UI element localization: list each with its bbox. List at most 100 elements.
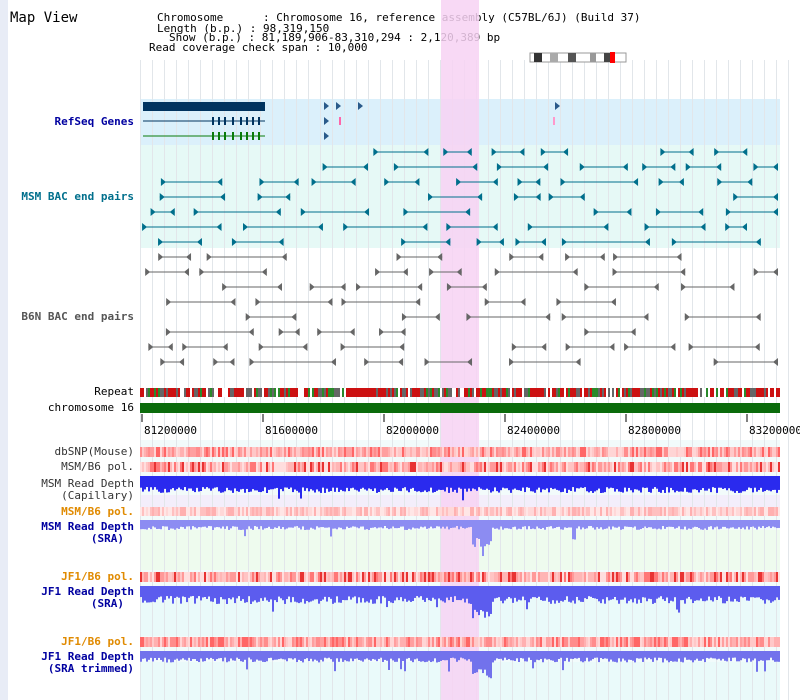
msm-bac-end	[311, 178, 317, 186]
msm-depth-sra-bar	[698, 520, 700, 529]
msm-depth-capillary-bar	[732, 476, 734, 492]
dbsnp-heat	[734, 447, 736, 457]
msm-b6-pol-heat	[440, 462, 442, 472]
jf1-depth-trimmed-bar	[676, 651, 678, 662]
track-label-msm-b6-pol-2[interactable]: MSM/B6 pol.	[61, 505, 134, 518]
msm-depth-capillary-bar	[340, 476, 342, 490]
dbsnp-heat	[184, 447, 186, 457]
jf1-b6-pol2-heat	[752, 637, 754, 647]
jf1-b6-pol-heat	[738, 572, 740, 582]
jf1-b6-pol2-heat	[688, 637, 690, 647]
msm-bac-end	[498, 238, 504, 246]
jf1-b6-pol-heat	[244, 572, 246, 582]
jf1-depth-trimmed-bar	[592, 651, 594, 660]
b6n-bac-end	[379, 328, 385, 336]
dbsnp-heat	[234, 447, 236, 457]
jf1-depth-sra-bar	[178, 586, 180, 598]
track-label-msm-rd-cap-1[interactable]: MSM Read Depth	[41, 477, 134, 490]
msm-bac-end	[373, 148, 379, 156]
jf1-depth-trimmed-bar	[742, 651, 744, 659]
msm-b6-pol2-heat	[322, 507, 324, 516]
msm-b6-pol-heat	[558, 462, 560, 472]
jf1-b6-pol2-heat	[152, 637, 154, 647]
msm-bac-end	[142, 223, 148, 231]
msm-b6-pol2-heat	[452, 507, 454, 516]
jf1-depth-sra-bar	[338, 586, 340, 603]
msm-depth-sra-bar	[290, 520, 292, 528]
track-label-msm-bac[interactable]: MSM BAC end pairs	[21, 190, 134, 203]
msm-depth-sra-bar	[528, 520, 530, 527]
jf1-depth-trimmed-bar	[296, 651, 298, 663]
jf1-depth-trimmed-bar	[294, 651, 296, 659]
msm-b6-pol2-heat	[676, 507, 678, 516]
jf1-depth-sra-bar	[150, 586, 152, 603]
jf1-depth-trimmed-bar	[734, 651, 736, 658]
msm-b6-pol-heat	[554, 462, 556, 472]
dbsnp-heat	[426, 447, 428, 457]
jf1-b6-pol2-heat	[648, 637, 650, 647]
repeat-segment	[450, 388, 452, 397]
track-label-jf1-rd-trim-1[interactable]: JF1 Read Depth	[41, 650, 134, 663]
dbsnp-heat	[770, 447, 772, 457]
msm-depth-capillary-bar	[198, 476, 200, 492]
jf1-depth-trimmed-bar	[548, 651, 550, 660]
msm-b6-pol-heat	[278, 462, 280, 472]
ideogram-band	[534, 53, 542, 62]
msm-b6-pol-heat	[456, 462, 458, 472]
dbsnp-heat	[566, 447, 568, 457]
msm-b6-pol-heat	[722, 462, 724, 472]
jf1-b6-pol2-heat	[472, 637, 474, 647]
msm-b6-pol2-heat	[216, 507, 218, 516]
jf1-depth-trimmed-bar	[524, 651, 526, 662]
jf1-depth-trimmed-bar	[170, 651, 172, 663]
msm-depth-capillary-bar	[650, 476, 652, 493]
repeat-segment	[338, 388, 340, 397]
jf1-b6-pol-heat	[304, 572, 306, 582]
jf1-depth-sra-bar	[540, 586, 542, 601]
repeat-segment	[576, 388, 578, 397]
msm-b6-pol-heat	[328, 462, 330, 472]
b6n-bac-end	[670, 343, 676, 351]
jf1-depth-trimmed-bar	[166, 651, 168, 663]
track-label-refseq[interactable]: RefSeq Genes	[54, 115, 134, 128]
jf1-depth-trimmed-bar	[384, 651, 386, 660]
msm-depth-capillary-bar	[730, 476, 732, 491]
msm-b6-pol-heat	[776, 462, 778, 472]
track-label-msm-rd-sra-1[interactable]: MSM Read Depth	[41, 520, 134, 533]
track-label-jf1-rd-sra-1[interactable]: JF1 Read Depth	[41, 585, 134, 598]
dbsnp-heat	[266, 447, 268, 457]
msm-b6-pol2-heat	[540, 507, 542, 516]
msm-depth-capillary-bar	[524, 476, 526, 493]
msm-b6-pol2-heat	[618, 507, 620, 516]
msm-b6-pol-heat	[382, 462, 384, 472]
msm-depth-capillary-bar	[490, 476, 492, 493]
msm-depth-sra-bar	[478, 520, 480, 539]
dbsnp-heat	[550, 447, 552, 457]
msm-b6-pol-heat	[602, 462, 604, 472]
jf1-depth-sra-bar	[662, 586, 664, 600]
msm-depth-capillary-bar	[246, 476, 248, 489]
repeat-segment	[160, 388, 162, 397]
jf1-b6-pol2-heat	[458, 637, 460, 647]
msm-bac-end	[642, 163, 648, 171]
jf1-depth-sra-bar	[452, 586, 454, 602]
jf1-b6-pol-heat	[398, 572, 400, 582]
jf1-b6-pol-heat	[258, 572, 260, 582]
msm-bac-end	[445, 238, 451, 246]
msm-depth-sra-bar	[214, 520, 216, 528]
msm-b6-pol-heat	[674, 462, 676, 472]
track-label-msm-b6-pol[interactable]: MSM/B6 pol.	[61, 460, 134, 473]
jf1-b6-pol2-heat	[148, 637, 150, 647]
repeat-segment	[686, 388, 688, 397]
jf1-b6-pol-heat	[704, 572, 706, 582]
track-label-jf1-b6-pol-2[interactable]: JF1/B6 pol.	[61, 635, 134, 648]
track-label-repeat[interactable]: Repeat	[94, 385, 134, 398]
track-label-chromosome[interactable]: chromosome 16	[47, 401, 134, 414]
track-label-jf1-b6-pol[interactable]: JF1/B6 pol.	[61, 570, 134, 583]
msm-bac-end	[193, 208, 199, 216]
b6n-bac-end	[676, 253, 682, 261]
track-label-dbsnp[interactable]: dbSNP(Mouse)	[54, 445, 134, 458]
msm-depth-capillary-bar	[392, 476, 394, 492]
track-label-b6n-bac[interactable]: B6N BAC end pairs	[21, 310, 134, 323]
